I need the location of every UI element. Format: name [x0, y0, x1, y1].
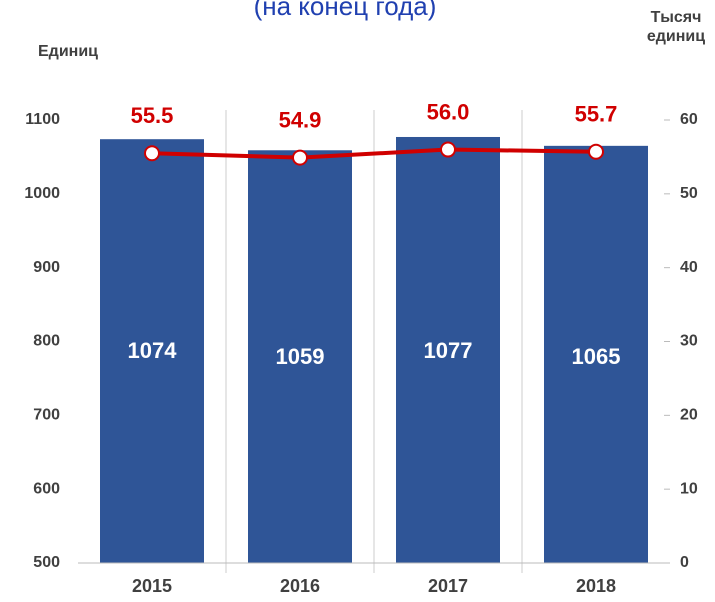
- y-tick-label: 600: [33, 480, 60, 497]
- line-value-label: 56.0: [427, 99, 470, 124]
- bar-value-label: 1077: [424, 338, 473, 363]
- y-tick-label: 800: [33, 333, 60, 350]
- chart-subtitle: (на конец года): [254, 0, 437, 21]
- bar: [544, 145, 648, 563]
- y-axis-label: Единиц: [38, 43, 98, 60]
- y-tick-label: 700: [33, 407, 60, 424]
- line-value-label: 54.9: [279, 107, 322, 132]
- y2-tick-label: 10: [680, 480, 698, 497]
- bar: [100, 139, 204, 564]
- y-tick-label: 900: [33, 259, 60, 276]
- y-tick-label: 1000: [24, 185, 60, 202]
- y2-tick-label: 20: [680, 407, 698, 424]
- x-tick-label: 2018: [576, 576, 616, 596]
- y-tick-label: 500: [33, 554, 60, 571]
- x-tick-label: 2015: [132, 576, 172, 596]
- bar: [396, 136, 500, 563]
- line-marker: [588, 143, 604, 160]
- line-value-label: 55.5: [131, 103, 174, 128]
- line-marker: [440, 141, 456, 158]
- y2-tick-label: 40: [680, 259, 698, 276]
- line-value-label: 55.7: [575, 102, 618, 127]
- x-tick-label: 2017: [428, 576, 468, 596]
- y2-tick-label: 30: [680, 333, 698, 350]
- y2-axis-label: Тысяч единиц: [646, 9, 706, 45]
- x-tick-label: 2016: [280, 576, 320, 596]
- bar-value-label: 1074: [128, 338, 178, 363]
- y2-tick-label: 50: [680, 185, 698, 202]
- bar-value-label: 1065: [572, 344, 621, 369]
- line-marker: [292, 149, 308, 166]
- bar-value-label: 1059: [276, 344, 325, 369]
- y2-tick-label: 60: [680, 111, 698, 128]
- line-marker: [144, 145, 160, 162]
- line: [151, 147, 597, 160]
- y2-tick-label: 0: [680, 554, 689, 571]
- bar: [248, 150, 352, 563]
- y-tick-label: 1100: [25, 111, 60, 128]
